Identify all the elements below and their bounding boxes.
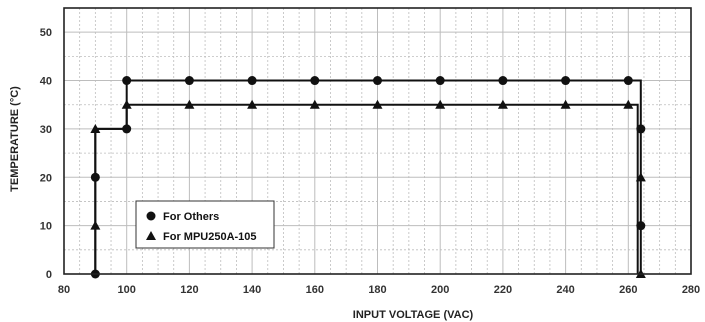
point-circle-marker — [122, 76, 132, 86]
point-circle-marker — [435, 76, 445, 86]
point-circle-marker — [373, 76, 382, 86]
point-circle-marker — [636, 124, 646, 134]
point-circle-marker — [247, 76, 257, 86]
y-tick-labels: 0 10 20 30 40 50 — [40, 27, 52, 281]
legend-label-mpu250a: For MPU250A-105 — [163, 231, 257, 243]
point-triangle-marker — [560, 99, 571, 109]
point-triangle-marker — [90, 123, 101, 133]
point-circle-marker — [623, 76, 633, 86]
point-circle-marker — [561, 76, 571, 86]
point-triangle-marker — [121, 99, 132, 109]
x-tick-label: 220 — [494, 284, 512, 296]
point-triangle-marker — [435, 99, 446, 109]
point-circle-marker — [636, 221, 646, 231]
y-tick-label: 40 — [40, 76, 52, 88]
point-triangle-marker — [90, 220, 101, 230]
y-tick-label: 30 — [40, 124, 52, 136]
point-triangle-marker — [623, 99, 634, 109]
legend: For Others For MPU250A-105 — [135, 200, 275, 249]
point-triangle-marker — [309, 99, 320, 109]
legend-label-others: For Others — [163, 211, 219, 223]
point-circle-marker — [498, 76, 508, 86]
x-axis-title: INPUT VOLTAGE (VAC) — [353, 309, 474, 321]
y-tick-label: 10 — [40, 221, 52, 233]
y-tick-label: 0 — [46, 269, 52, 281]
x-tick-label: 160 — [306, 284, 324, 296]
point-circle-marker — [122, 124, 132, 134]
x-tick-label: 200 — [431, 284, 449, 296]
x-tick-label: 100 — [118, 284, 136, 296]
x-tick-label: 260 — [619, 284, 637, 296]
legend-circle-marker — [146, 211, 156, 221]
x-tick-label: 280 — [682, 284, 700, 296]
point-triangle-marker — [247, 99, 258, 109]
y-tick-label: 20 — [40, 172, 52, 184]
point-circle-marker — [90, 172, 100, 182]
y-tick-label: 50 — [40, 27, 52, 39]
series-line-1 — [94, 103, 639, 274]
x-tick-labels: 80 100 120 140 160 180 200 220 240 260 280 — [58, 284, 700, 296]
point-triangle-marker — [372, 99, 383, 109]
x-tick-label: 140 — [243, 284, 261, 296]
point-triangle-marker — [184, 99, 195, 109]
x-tick-label: 240 — [556, 284, 574, 296]
x-tick-label: 180 — [368, 284, 386, 296]
legend-box — [135, 200, 275, 249]
point-triangle-marker — [497, 99, 508, 109]
series-markers — [90, 76, 646, 279]
y-axis-title: TEMPERATURE (°C) — [9, 86, 21, 192]
point-circle-marker — [184, 76, 194, 86]
x-tick-label: 80 — [58, 284, 70, 296]
point-triangle-marker — [635, 172, 646, 182]
legend-triangle-marker — [146, 231, 156, 240]
x-tick-label: 120 — [180, 284, 198, 296]
plot-frame — [63, 7, 692, 275]
point-circle-marker — [310, 76, 320, 86]
